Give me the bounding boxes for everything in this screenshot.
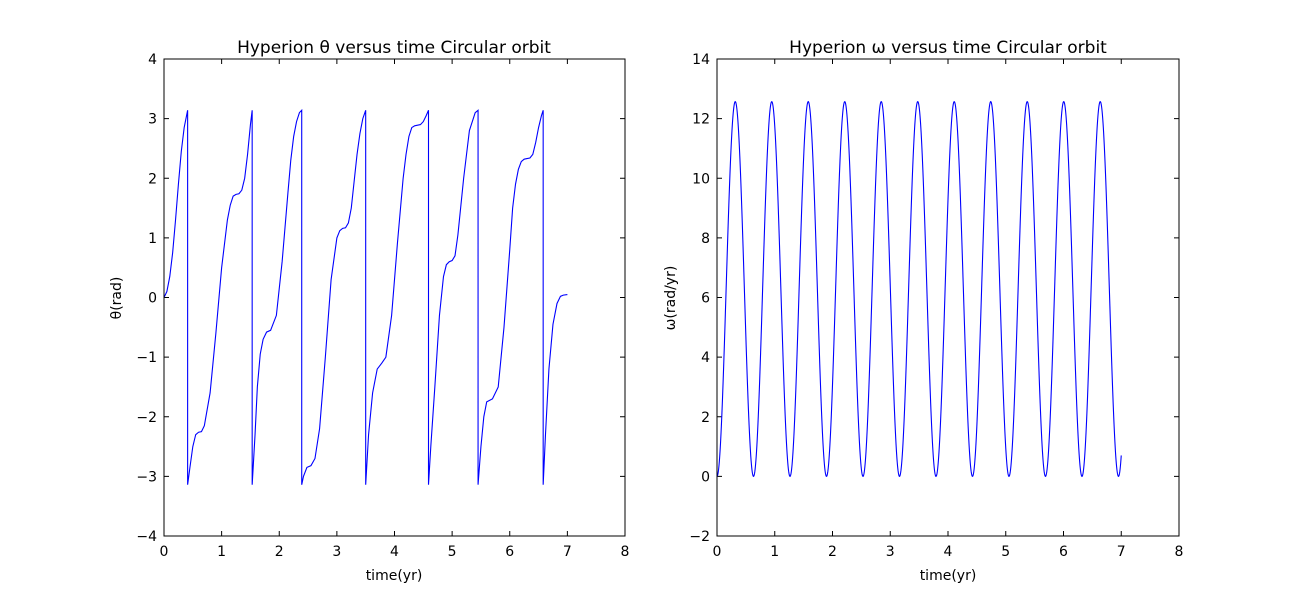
theta-x-tick-label: 1 xyxy=(217,544,226,560)
omega-y-tick-label: 2 xyxy=(701,410,710,426)
theta-y-tick-label: −3 xyxy=(136,469,157,485)
theta-chart-title: Hyperion θ versus time Circular orbit xyxy=(237,38,551,58)
theta-x-tick-label: 3 xyxy=(332,544,341,560)
theta-y-axis-label: θ(rad) xyxy=(109,277,125,320)
omega-axes-frame xyxy=(716,58,1180,537)
theta-y-tick-label: 0 xyxy=(148,291,157,307)
omega-y-tick-label: −2 xyxy=(689,529,710,545)
omega-y-tick-label: 8 xyxy=(701,231,710,247)
theta-x-tick-label: 7 xyxy=(563,544,572,560)
theta-y-tick-label: 1 xyxy=(148,231,157,247)
omega-chart-title: Hyperion ω versus time Circular orbit xyxy=(789,38,1107,58)
omega-y-tick-label: 0 xyxy=(701,469,710,485)
omega-y-tick-label: 10 xyxy=(692,171,710,187)
omega-chart: Hyperion ω versus time Circular orbit 0 1… xyxy=(663,38,1183,584)
theta-y-tick-label: 2 xyxy=(148,171,157,187)
omega-x-axis-label: time(yr) xyxy=(920,568,977,584)
theta-axes-frame xyxy=(163,58,626,537)
omega-x-tick-label: 1 xyxy=(770,544,779,560)
theta-ticks: 0 1 2 3 4 5 6 7 8 −4 −3 −2 −1 0 1 2 3 4 xyxy=(136,52,629,560)
omega-y-tick-label: 12 xyxy=(692,112,710,128)
omega-x-tick-label: 5 xyxy=(1001,544,1010,560)
omega-series-line xyxy=(716,100,1122,478)
theta-x-tick-label: 2 xyxy=(275,544,284,560)
theta-y-tick-label: 3 xyxy=(148,112,157,128)
theta-x-axis-label: time(yr) xyxy=(366,568,423,584)
theta-y-tick-label: 4 xyxy=(148,52,157,68)
omega-y-tick-label: 6 xyxy=(701,291,710,307)
theta-series-line xyxy=(163,108,568,485)
theta-x-tick-label: 4 xyxy=(390,544,399,560)
omega-x-tick-label: 8 xyxy=(1175,544,1184,560)
theta-y-tick-label: −4 xyxy=(136,529,157,545)
theta-chart: Hyperion θ versus time Circular orbit 0 1… xyxy=(109,38,629,584)
omega-y-tick-label: 4 xyxy=(701,350,710,366)
omega-x-tick-label: 0 xyxy=(713,544,722,560)
theta-x-tick-label: 0 xyxy=(160,544,169,560)
theta-y-tick-label: −1 xyxy=(136,350,157,366)
omega-x-tick-label: 2 xyxy=(828,544,837,560)
omega-x-tick-label: 6 xyxy=(1059,544,1068,560)
omega-x-tick-label: 4 xyxy=(944,544,953,560)
theta-x-tick-label: 6 xyxy=(505,544,514,560)
omega-x-tick-label: 3 xyxy=(886,544,895,560)
theta-y-tick-label: −2 xyxy=(136,410,157,426)
theta-x-tick-label: 5 xyxy=(448,544,457,560)
omega-y-axis-label: ω(rad/yr) xyxy=(663,266,679,331)
theta-x-tick-label: 8 xyxy=(621,544,630,560)
omega-x-tick-label: 7 xyxy=(1117,544,1126,560)
omega-y-tick-label: 14 xyxy=(692,52,710,68)
